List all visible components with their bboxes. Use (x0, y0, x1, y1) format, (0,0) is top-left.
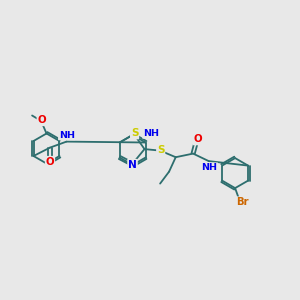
Text: O: O (46, 157, 54, 167)
Text: NH: NH (143, 129, 159, 138)
Text: S: S (131, 128, 138, 139)
Text: S: S (157, 145, 164, 155)
Text: NH: NH (59, 130, 75, 140)
Text: Br: Br (236, 197, 248, 207)
Text: N: N (128, 160, 137, 170)
Text: O: O (194, 134, 202, 145)
Text: NH: NH (201, 163, 217, 172)
Text: O: O (38, 115, 46, 125)
